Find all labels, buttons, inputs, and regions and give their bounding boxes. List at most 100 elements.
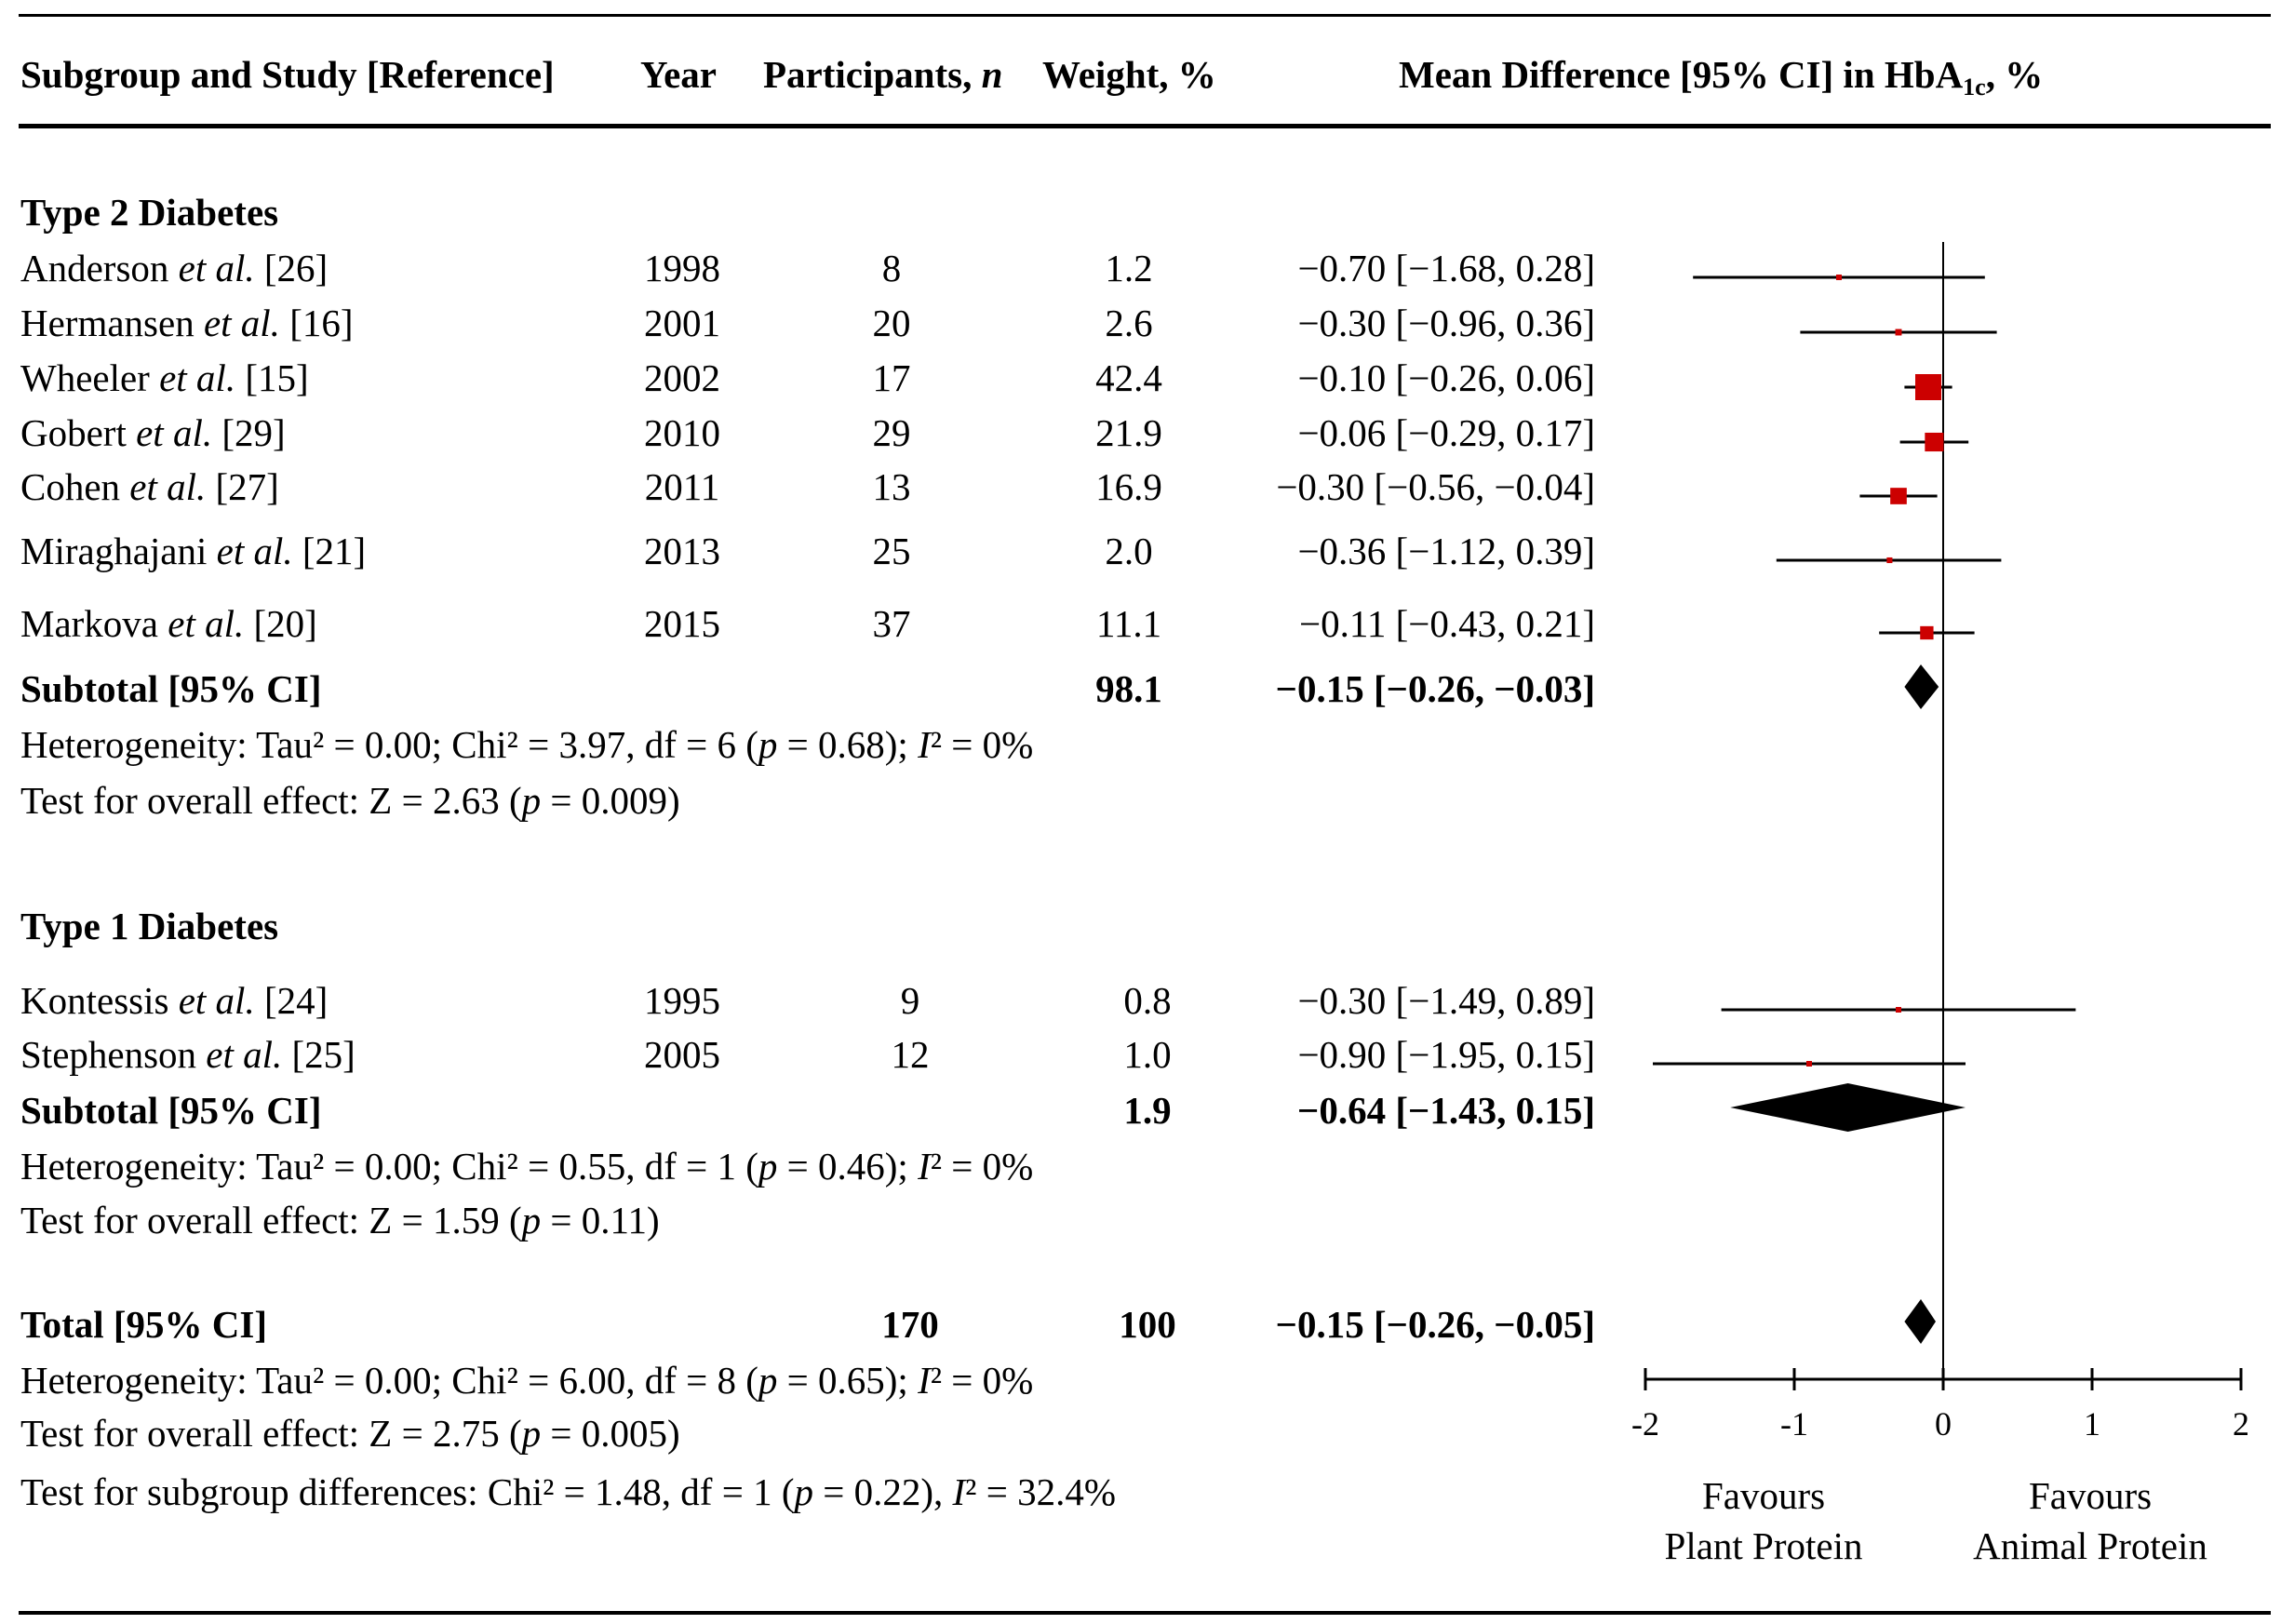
- study-etal: et al.: [216, 530, 293, 572]
- study-weight-box: [1896, 1007, 1901, 1013]
- header-year: Year: [640, 53, 717, 96]
- pooled-diamond: [1904, 1299, 1936, 1344]
- stat-symbol: p: [758, 1359, 778, 1402]
- study-ci-text: −0.11 [−0.43, 0.21]: [1298, 602, 1595, 645]
- group-title-type2: Type 2 Diabetes: [20, 191, 279, 234]
- study-participants: 37: [872, 602, 911, 645]
- study-author: Miraghajani: [20, 530, 217, 572]
- study-ref: [24]: [254, 979, 329, 1022]
- stat-text: = 0%: [942, 1359, 1034, 1402]
- study-weight: 0.8: [1123, 979, 1172, 1022]
- study-etal: et al.: [178, 247, 255, 289]
- stat-text: Heterogeneity: Tau² = 0.00; Chi² = 3.97,…: [20, 723, 746, 766]
- study-name: Markova et al. [20]: [20, 605, 317, 643]
- stat-text: (: [508, 1199, 522, 1241]
- subtotal-weight-type2: 98.1: [1095, 667, 1162, 710]
- group-title-type1: Type 1 Diabetes: [20, 905, 279, 947]
- study-name: Wheeler et al. [15]: [20, 359, 309, 397]
- study-year: 2011: [644, 465, 720, 508]
- header-md-sub: 1c: [1963, 74, 1986, 101]
- subtotal-ci-type2: −0.15 [−0.26, −0.03]: [1275, 667, 1595, 710]
- study-author: Anderson: [20, 247, 179, 289]
- heterogeneity-type1: Heterogeneity: Tau² = 0.00; Chi² = 0.55,…: [20, 1148, 1033, 1186]
- stat-text: = 0.65);: [786, 1359, 919, 1402]
- study-participants: 13: [872, 465, 911, 508]
- x-axis-tick-label: 0: [1935, 1405, 1952, 1443]
- study-ci-text: −0.30 [−0.96, 0.36]: [1297, 302, 1595, 344]
- study-participants: 20: [872, 302, 911, 344]
- stat-text: (: [781, 1470, 795, 1513]
- stat-symbol: p: [521, 1412, 542, 1455]
- study-ref: [29]: [212, 411, 286, 454]
- header-mean-difference: Mean Difference [95% CI] in HbA1c, %: [1399, 53, 2044, 100]
- header-rule: [19, 124, 2271, 128]
- total-participants: 170: [881, 1303, 939, 1346]
- favours-plant-line2: Plant Protein: [1664, 1524, 1863, 1567]
- stat-text: (: [745, 1145, 758, 1188]
- study-ci-text: −0.30 [−0.56, −0.04]: [1276, 465, 1595, 508]
- stat-symbol: I: [918, 1359, 931, 1402]
- study-author: Wheeler: [20, 356, 160, 399]
- study-etal: et al.: [129, 465, 207, 508]
- study-ci-text: −0.36 [−1.12, 0.39]: [1297, 530, 1595, 572]
- study-participants: 12: [891, 1033, 930, 1076]
- stat-text: = 0.46);: [786, 1145, 919, 1188]
- study-participants: 29: [872, 411, 911, 454]
- stat-text: = 32.4%: [976, 1470, 1116, 1513]
- study-weight: 16.9: [1095, 465, 1162, 508]
- stat-text: ²: [930, 1145, 943, 1188]
- study-year: 1995: [644, 979, 720, 1022]
- study-year: 2013: [644, 530, 720, 572]
- study-weight-box: [1895, 329, 1902, 336]
- study-etal: et al.: [136, 411, 213, 454]
- stat-text: ²: [965, 1470, 977, 1513]
- study-weight-box: [1890, 488, 1907, 504]
- study-author: Kontessis: [20, 979, 179, 1022]
- total-label: Total [95% CI]: [20, 1303, 267, 1346]
- study-weight-box: [1806, 1061, 1812, 1067]
- study-weight-box: [1920, 625, 1934, 640]
- stat-symbol: p: [758, 723, 778, 766]
- heterogeneity-total: Heterogeneity: Tau² = 0.00; Chi² = 6.00,…: [20, 1362, 1033, 1400]
- study-ci-text: −0.90 [−1.95, 0.15]: [1297, 1033, 1595, 1076]
- stat-text: (: [508, 1412, 522, 1455]
- header-participants-n: n: [981, 53, 1003, 96]
- top-rule: [19, 14, 2271, 17]
- stat-text: = 0%: [942, 1145, 1034, 1188]
- study-etal: et al.: [178, 979, 255, 1022]
- pooled-diamond: [1904, 664, 1939, 709]
- study-author: Stephenson: [20, 1033, 207, 1076]
- subtotal-weight-type1: 1.9: [1123, 1089, 1172, 1132]
- study-year: 1998: [644, 247, 720, 289]
- x-axis-tick-label: -2: [1631, 1405, 1659, 1443]
- stat-text: = 0.68);: [786, 723, 919, 766]
- stat-text: Test for overall effect: Z = 2.63: [20, 779, 509, 822]
- stat-text: (: [745, 723, 758, 766]
- favours-animal-line1: Favours: [2028, 1474, 2153, 1517]
- header-md-suffix: , %: [1985, 53, 2044, 96]
- stat-symbol: I: [918, 1145, 931, 1188]
- study-ref: [16]: [279, 302, 354, 344]
- stat-text: = 0.009): [550, 779, 680, 822]
- overall-effect-type2: Test for overall effect: Z = 2.63 (p = 0…: [20, 782, 680, 820]
- study-weight: 11.1: [1095, 602, 1162, 645]
- stat-symbol: I: [918, 723, 931, 766]
- overall-effect-total: Test for overall effect: Z = 2.75 (p = 0…: [20, 1415, 680, 1453]
- stat-text: = 0%: [942, 723, 1034, 766]
- total-weight: 100: [1119, 1303, 1176, 1346]
- study-etal: et al.: [206, 1033, 283, 1076]
- study-participants: 25: [872, 530, 911, 572]
- study-etal: et al.: [159, 356, 236, 399]
- total-ci: −0.15 [−0.26, −0.05]: [1275, 1303, 1595, 1346]
- study-ref: [25]: [282, 1033, 356, 1076]
- bottom-rule: [19, 1611, 2271, 1615]
- overall-effect-type1: Test for overall effect: Z = 1.59 (p = 0…: [20, 1201, 660, 1240]
- study-ci-text: −0.30 [−1.49, 0.89]: [1297, 979, 1595, 1022]
- header-participants-label: Participants,: [763, 53, 982, 96]
- study-name: Cohen et al. [27]: [20, 468, 279, 506]
- study-name: Kontessis et al. [24]: [20, 982, 328, 1020]
- stat-text: Heterogeneity: Tau² = 0.00; Chi² = 0.55,…: [20, 1145, 746, 1188]
- x-axis-tick-label: 2: [2233, 1405, 2249, 1443]
- header-study: Subgroup and Study [Reference]: [20, 53, 555, 96]
